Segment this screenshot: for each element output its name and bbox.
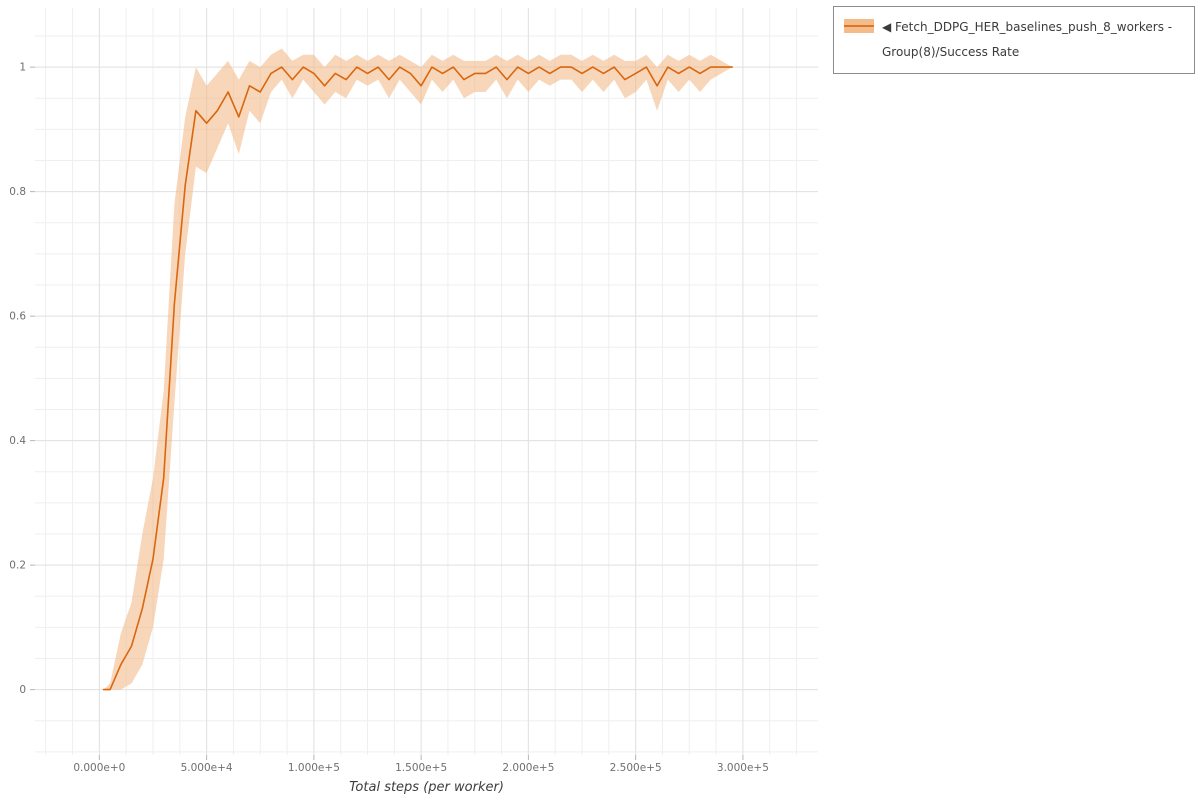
svg-text:0.2: 0.2 bbox=[9, 560, 26, 572]
svg-text:0: 0 bbox=[19, 684, 26, 696]
svg-text:3.000e+5: 3.000e+5 bbox=[717, 762, 769, 774]
x-axis-title: Total steps (per worker) bbox=[349, 780, 504, 795]
legend-series-swatch-icon bbox=[844, 19, 874, 33]
legend[interactable]: ◀ Fetch_DDPG_HER_baselines_push_8_worker… bbox=[833, 6, 1195, 74]
svg-text:0.4: 0.4 bbox=[9, 435, 26, 447]
svg-text:0.8: 0.8 bbox=[9, 186, 26, 198]
svg-text:0.000e+0: 0.000e+0 bbox=[73, 762, 125, 774]
svg-text:0.6: 0.6 bbox=[9, 311, 26, 323]
legend-series-line-icon bbox=[844, 25, 874, 27]
svg-text:1.000e+5: 1.000e+5 bbox=[288, 762, 340, 774]
svg-text:5.000e+4: 5.000e+4 bbox=[181, 762, 233, 774]
legend-series-label: ◀ Fetch_DDPG_HER_baselines_push_8_worker… bbox=[882, 20, 1173, 59]
svg-text:1: 1 bbox=[19, 62, 26, 74]
svg-text:2.500e+5: 2.500e+5 bbox=[610, 762, 662, 774]
svg-text:2.000e+5: 2.000e+5 bbox=[502, 762, 554, 774]
svg-text:1.500e+5: 1.500e+5 bbox=[395, 762, 447, 774]
